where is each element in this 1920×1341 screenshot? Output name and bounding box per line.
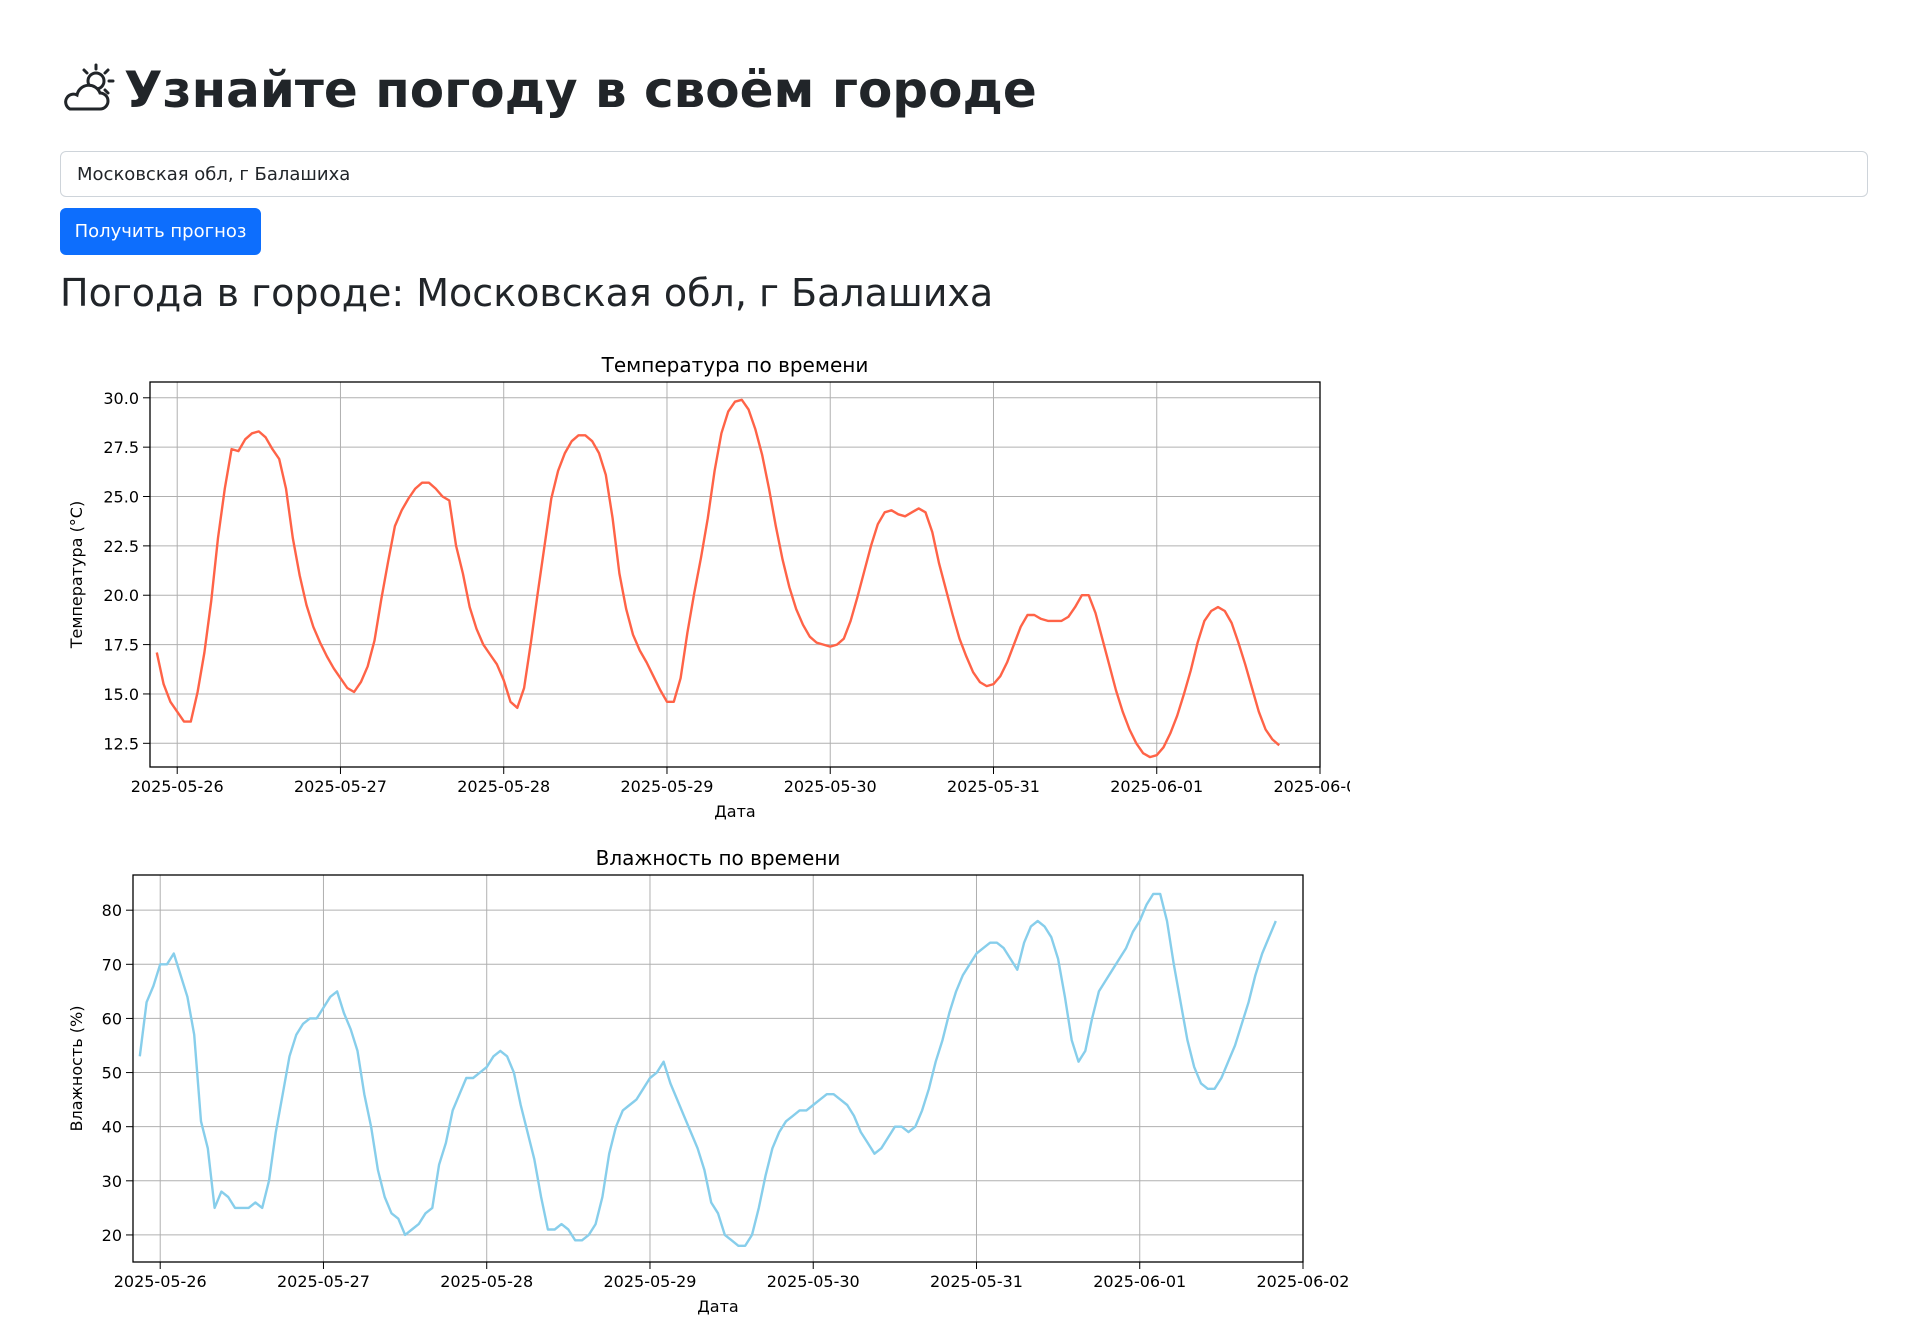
chart-title: Влажность по времени [596,846,841,870]
x-tick-label: 2025-05-28 [440,1272,533,1291]
y-tick-label: 20.0 [103,586,139,605]
y-tick-label: 50 [102,1064,122,1083]
y-tick-label: 30.0 [103,389,139,408]
x-tick-label: 2025-05-31 [930,1272,1023,1291]
city-search-input[interactable] [60,151,1868,197]
y-tick-label: 60 [102,1009,122,1028]
y-tick-label: 20 [102,1226,122,1245]
page-title-text: Узнайте погоду в своём городе [124,61,1037,119]
x-tick-label: 2025-05-27 [294,777,387,796]
x-tick-label: 2025-05-26 [131,777,224,796]
chart-title: Температура по времени [601,353,869,377]
page-title: Узнайте погоду в своём городе [60,60,1037,120]
x-tick-label: 2025-06-02 [1274,777,1350,796]
x-tick-label: 2025-06-01 [1110,777,1203,796]
y-axis-label: Температура (°C) [67,501,86,649]
y-axis-label: Влажность (%) [67,1006,86,1132]
y-tick-label: 80 [102,901,122,920]
series-line [138,892,1277,1247]
x-tick-label: 2025-05-28 [457,777,550,796]
y-tick-label: 40 [102,1118,122,1137]
x-tick-label: 2025-05-30 [784,777,877,796]
x-tick-label: 2025-05-29 [620,777,713,796]
x-tick-label: 2025-06-02 [1257,1272,1350,1291]
y-tick-label: 25.0 [103,488,139,507]
result-heading: Погода в городе: Московская обл, г Балаш… [60,271,994,315]
temperature-chart: Температура по времени 2025-05-26 2025-05-… [67,353,1350,820]
humidity-chart: Влажность по времени 2025-05-26 2025-05-27… [67,846,1350,1316]
x-axis-label: Дата [714,802,755,820]
cloud-sun-icon [60,61,118,119]
y-tick-label: 70 [102,955,122,974]
get-forecast-button[interactable]: Получить прогноз [60,208,261,255]
x-tick-label: 2025-05-26 [114,1272,207,1291]
x-axis-label: Дата [697,1297,738,1316]
series-line [155,398,1280,759]
x-tick-label: 2025-05-30 [767,1272,860,1291]
plot-frame [149,381,1321,768]
y-tick-label: 22.5 [103,537,139,556]
x-tick-label: 2025-06-01 [1093,1272,1186,1291]
y-tick-label: 15.0 [103,685,139,704]
plot-frame [132,874,1304,1263]
y-tick-label: 17.5 [103,636,139,655]
x-tick-label: 2025-05-27 [277,1272,370,1291]
y-tick-label: 27.5 [103,438,139,457]
x-tick-label: 2025-05-31 [947,777,1040,796]
x-tick-label: 2025-05-29 [603,1272,696,1291]
y-tick-label: 30 [102,1172,122,1191]
y-tick-label: 12.5 [103,734,139,753]
